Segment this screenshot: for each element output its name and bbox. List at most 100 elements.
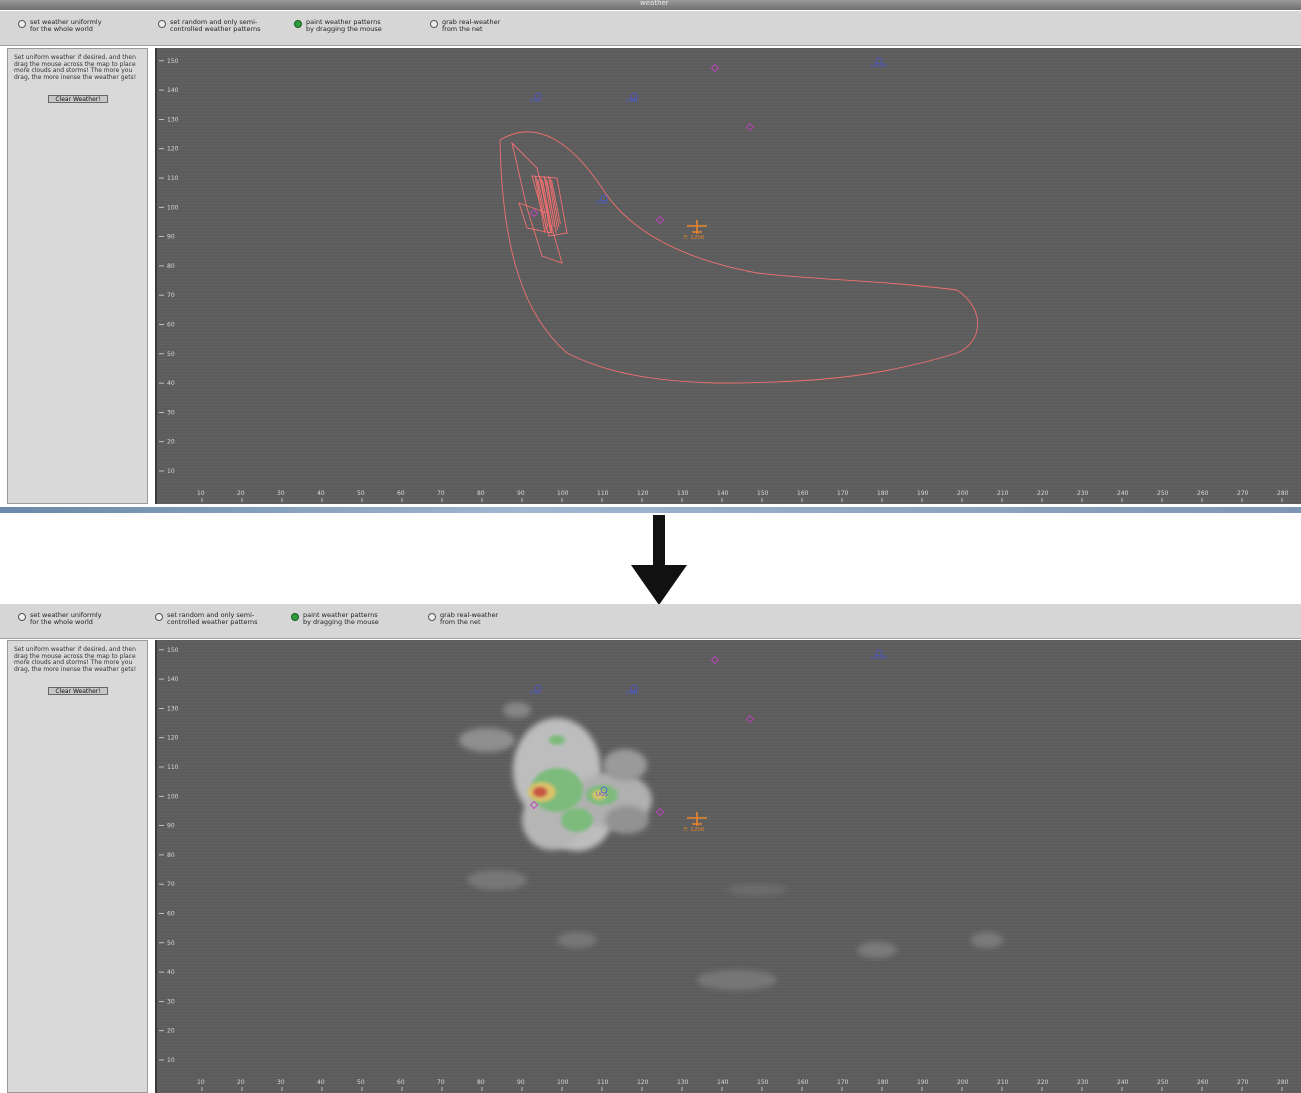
stroke-inner-rect (531, 175, 568, 237)
option-real-weather[interactable]: grab real-weather from the net (430, 19, 500, 33)
option-paint-label: paint weather patterns by dragging the m… (303, 611, 379, 626)
x-tick-label: 50 (357, 490, 365, 497)
airport-icon (630, 92, 638, 100)
y-tick-label: 100 (167, 793, 179, 800)
instructions-text: Set uniform weather if desired, and then… (14, 54, 137, 81)
y-tick-label: 100 (167, 204, 179, 211)
option-real-weather[interactable]: grab real-weather from the net (428, 612, 498, 626)
option-paint[interactable]: paint weather patterns by dragging the m… (294, 19, 382, 33)
airport-icon (600, 194, 608, 202)
option-uniform[interactable]: set weather uniformly for the whole worl… (18, 19, 102, 33)
clear-weather-button[interactable]: Clear Weather! (48, 95, 108, 103)
y-tick-label: 120 (167, 146, 179, 153)
waypoint-icon (655, 807, 665, 817)
map-canvas[interactable]: 10 20 30 40 50 60 70 80 90 100 110 120 130 140 150 160 1… (157, 640, 1301, 1093)
x-tick-label: 150 (757, 490, 769, 497)
x-tick-label: 220 (1037, 490, 1049, 497)
x-tick-label: 230 (1077, 490, 1089, 497)
stroke-outer-loop (499, 131, 979, 384)
clear-weather-button[interactable]: Clear Weather! (48, 687, 108, 695)
y-tick-label: 50 (167, 351, 175, 358)
radio-real-weather[interactable] (430, 20, 438, 28)
x-tick-label: 30 (277, 490, 285, 497)
waypoint-icon (655, 215, 665, 225)
x-tick-label: 240 (1117, 490, 1129, 497)
x-tick-label: 130 (677, 1079, 689, 1086)
stroke-scribble (542, 179, 553, 231)
option-random-label: set random and only semi- controlled wea… (170, 18, 261, 33)
y-tick-label: 120 (167, 735, 179, 742)
radio-random[interactable] (158, 20, 166, 28)
stroke-scribble (551, 179, 561, 225)
stroke-inner-loop (511, 141, 563, 264)
before-screenshot: weather set weather uniformly for the wh… (0, 0, 1301, 513)
airport-code: UGSH (871, 655, 887, 661)
y-tick-label: 20 (167, 1028, 175, 1035)
stroke-inner-box (518, 202, 553, 234)
option-uniform[interactable]: set weather uniformly for the whole worl… (18, 612, 102, 626)
radio-uniform[interactable] (18, 20, 26, 28)
y-tick-label: 80 (167, 263, 175, 270)
waypoint-icon (710, 63, 720, 73)
y-tick-label: 20 (167, 439, 175, 446)
option-real-weather-label: grab real-weather from the net (442, 18, 501, 33)
y-axis: 150 140 130 120 110 100 90 80 70 60 50 40 30 20 10 (159, 647, 179, 1064)
x-tick-label: 90 (517, 1079, 525, 1086)
down-arrow-icon (631, 515, 687, 611)
cloud-layer (459, 702, 1003, 990)
airport-icon (600, 786, 608, 794)
x-tick-label: 140 (717, 490, 729, 497)
x-tick-label: 240 (1117, 1079, 1129, 1086)
airport-icon (630, 684, 638, 692)
x-tick-label: 100 (557, 1079, 569, 1086)
option-random[interactable]: set random and only semi- controlled wea… (155, 612, 258, 626)
radio-paint[interactable] (291, 613, 299, 621)
aircraft-label: F: 1200 (684, 235, 705, 241)
x-tick-label: 200 (957, 490, 969, 497)
stroke-scribble (549, 177, 560, 228)
y-tick-label: 150 (167, 58, 179, 65)
x-tick-label: 180 (877, 490, 889, 497)
x-tick-label: 40 (317, 1079, 325, 1086)
option-random[interactable]: set random and only semi- controlled wea… (158, 19, 261, 33)
y-tick-label: 150 (167, 647, 179, 654)
x-tick-label: 60 (397, 1079, 405, 1086)
y-tick-label: 10 (167, 1057, 175, 1064)
x-tick-label: 250 (1157, 490, 1169, 497)
radio-real-weather[interactable] (428, 613, 436, 621)
y-tick-label: 130 (167, 116, 179, 123)
y-tick-label: 130 (167, 705, 179, 712)
os-taskbar (0, 507, 1301, 513)
aircraft-label: F: 1200 (684, 827, 705, 833)
airport-marker: UGSH (871, 649, 887, 661)
y-tick-label: 50 (167, 940, 175, 947)
aircraft-marker: F: 1200 (684, 812, 707, 833)
x-tick-label: 30 (277, 1079, 285, 1086)
radio-random[interactable] (155, 613, 163, 621)
radio-uniform[interactable] (18, 613, 26, 621)
x-tick-label: 160 (797, 1079, 809, 1086)
y-tick-label: 70 (167, 881, 175, 888)
airport-icon (875, 649, 883, 657)
airport-code: USC (530, 690, 542, 696)
weather-map[interactable]: 10 20 30 40 50 60 70 80 90 100 110 120 130 140 150 160 1… (155, 640, 1301, 1093)
option-paint[interactable]: paint weather patterns by dragging the m… (291, 612, 379, 626)
airport-marker: USC (530, 684, 542, 696)
radio-paint[interactable] (294, 20, 302, 28)
x-tick-label: 120 (637, 1079, 649, 1086)
x-tick-label: 190 (917, 1079, 929, 1086)
weather-map[interactable]: 10 20 30 40 50 60 70 80 90 100 110 120 130 140 150 160 1… (155, 48, 1301, 504)
instructions-text: Set uniform weather if desired, and then… (14, 646, 137, 673)
aircraft-icon (687, 812, 707, 826)
y-tick-label: 30 (167, 998, 175, 1005)
map-canvas[interactable]: 10 20 30 40 50 60 70 80 90 100 110 120 130 140 150 160 1… (157, 48, 1301, 504)
x-tick-label: 160 (797, 490, 809, 497)
stroke-scribble (546, 179, 557, 234)
x-tick-label: 80 (477, 490, 485, 497)
x-tick-label: 50 (357, 1079, 365, 1086)
window-title: weather (640, 0, 669, 7)
option-paint-label: paint weather patterns by dragging the m… (306, 18, 382, 33)
airport-icon (534, 92, 542, 100)
airport-marker: USC (530, 92, 542, 104)
x-tick-label: 210 (997, 490, 1009, 497)
